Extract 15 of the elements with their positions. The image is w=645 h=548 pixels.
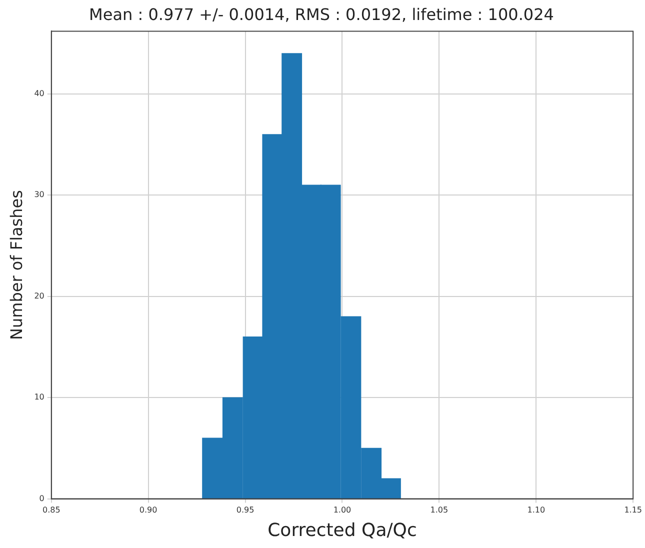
x-tick-label: 0.95 [236,506,254,515]
chart-title: Mean : 0.977 +/- 0.0014, RMS : 0.0192, lifetime : 100.024 [89,4,554,24]
y-tick-label: 10 [34,392,44,402]
x-tick-label: 1.05 [430,506,448,515]
y-axis-title: Number of Flashes [6,190,26,340]
y-tick-label: 20 [34,291,44,300]
x-tick-label: 0.85 [42,506,60,515]
x-axis-title: Corrected Qa/Qc [268,520,417,541]
y-tick-label: 0 [39,494,44,503]
x-tick-label: 1.00 [333,506,352,515]
y-tick-label: 40 [34,89,44,98]
x-tick-label: 1.15 [624,506,642,515]
y-tick-label: 30 [34,190,44,200]
x-tick-label: 0.90 [139,506,158,515]
x-tick-label: 1.10 [527,506,546,515]
